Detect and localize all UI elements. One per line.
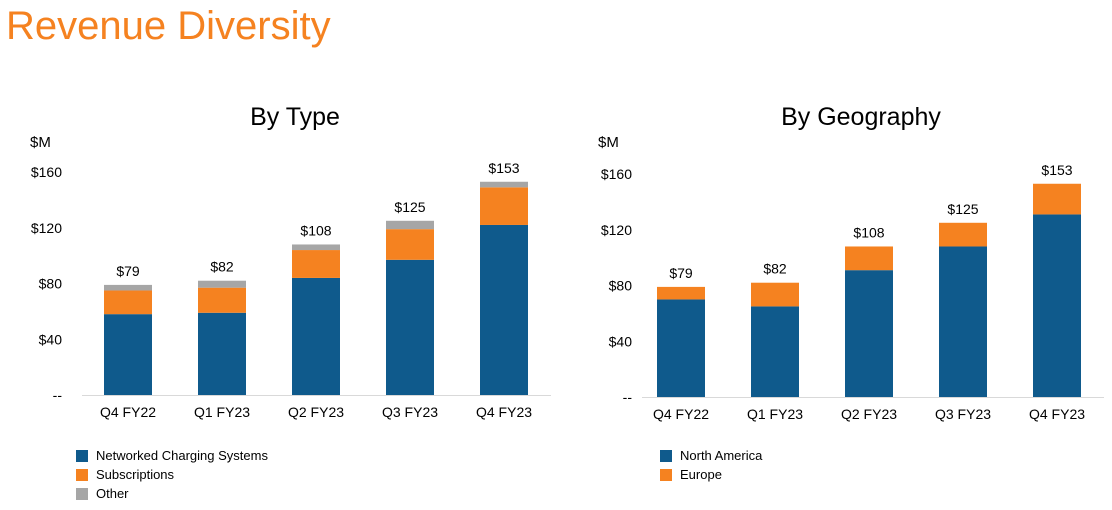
by-geography-bar-europe: [939, 222, 987, 247]
by-type-bar-networked-charging-systems: [386, 259, 434, 395]
by-geography-bar-north-america: [657, 299, 705, 397]
by-type-y-tick-label: $40: [39, 331, 63, 347]
chart-by-type-legend: Networked Charging Systems Subscriptions O…: [76, 446, 268, 503]
by-geography-y-tick-label: $80: [609, 278, 633, 294]
by-type-y-tick-label: $160: [31, 164, 62, 180]
by-geography-x-tick-label: Q3 FY23: [935, 406, 991, 422]
by-type-bar-other: [386, 220, 434, 230]
by-type-total-label: $108: [300, 222, 331, 238]
by-type-bar-subscriptions: [198, 287, 246, 313]
by-geography-bar-europe: [1033, 183, 1081, 215]
by-geography-total-label: $125: [947, 201, 978, 217]
by-geography-bar-europe: [751, 282, 799, 307]
by-type-chart-title: By Type: [250, 103, 340, 131]
by-geography-legend-swatch: [660, 468, 672, 481]
by-type-legend-label: Subscriptions: [96, 467, 175, 482]
by-geography-x-tick-label: Q4 FY23: [1029, 406, 1085, 422]
by-geography-total-label: $153: [1041, 162, 1072, 178]
by-type-bar-networked-charging-systems: [292, 277, 340, 395]
by-type-bar-networked-charging-systems: [198, 312, 246, 395]
by-type-y-tick-label: $80: [39, 276, 63, 292]
by-type-total-label: $125: [394, 199, 425, 215]
by-type-legend-swatch: [76, 449, 88, 462]
by-type-bar-other: [104, 284, 152, 291]
by-geography-legend-item-north-america: North America: [660, 446, 762, 465]
by-type-bar-other: [480, 181, 528, 188]
by-type-bar-networked-charging-systems: [104, 314, 152, 395]
by-type-legend-swatch: [76, 468, 88, 481]
by-geography-bar-europe: [657, 286, 705, 300]
chart-by-type: By Type $M -- $40 $80 $120 $160 $79 Q4 FY22 $82 Q1…: [20, 95, 560, 440]
by-geography-x-tick-label: Q2 FY23: [841, 406, 897, 422]
by-geography-legend-label: Europe: [680, 467, 722, 482]
by-geography-y-tick-label: $160: [601, 166, 632, 182]
by-type-bar-subscriptions: [292, 250, 340, 278]
by-type-x-tick-label: Q1 FY23: [194, 404, 250, 420]
by-type-bar-subscriptions: [104, 290, 152, 315]
by-geography-y-axis-label: $M: [598, 134, 619, 151]
by-type-total-label: $79: [116, 263, 140, 279]
by-type-bar-subscriptions: [480, 187, 528, 225]
by-geography-total-label: $108: [853, 224, 884, 240]
by-geography-y-tick-label: $120: [601, 222, 632, 238]
by-geography-chart-title: By Geography: [781, 103, 941, 131]
by-geography-bar-north-america: [751, 306, 799, 397]
by-geography-bar-north-america: [845, 270, 893, 397]
by-geography-x-tick-label: Q4 FY22: [653, 406, 709, 422]
by-type-legend-label: Other: [96, 486, 129, 501]
chart-by-type-svg: By Type $M -- $40 $80 $120 $160 $79 Q4 FY22 $82 Q1…: [30, 103, 551, 420]
by-type-x-tick-label: Q4 FY22: [100, 404, 156, 420]
by-type-legend-item-other: Other: [76, 484, 268, 503]
by-type-y-tick-label: --: [53, 387, 63, 403]
chart-by-geography-svg: By Geography $M -- $40 $80 $120 $160 $79 Q4 FY22…: [598, 103, 1104, 422]
by-type-legend-swatch: [76, 487, 88, 500]
by-type-y-tick-label: $120: [31, 220, 62, 236]
by-type-legend-label: Networked Charging Systems: [96, 448, 268, 463]
by-type-x-tick-label: Q3 FY23: [382, 404, 438, 420]
by-geography-bar-north-america: [939, 246, 987, 397]
by-type-y-axis-label: $M: [30, 134, 51, 151]
by-geography-legend-swatch: [660, 449, 672, 462]
by-geography-legend-item-europe: Europe: [660, 465, 762, 484]
chart-by-geography: By Geography $M -- $40 $80 $120 $160 $79 Q4 FY22…: [588, 95, 1112, 440]
by-type-total-label: $82: [210, 259, 234, 275]
by-geography-x-tick-label: Q1 FY23: [747, 406, 803, 422]
by-geography-legend-label: North America: [680, 448, 763, 463]
by-type-bar-subscriptions: [386, 229, 434, 260]
by-type-total-label: $153: [488, 160, 519, 176]
by-type-legend-item-networked-charging-systems: Networked Charging Systems: [76, 446, 268, 465]
by-geography-y-tick-label: --: [623, 389, 633, 405]
by-type-x-tick-label: Q2 FY23: [288, 404, 344, 420]
by-type-legend-item-subscriptions: Subscriptions: [76, 465, 268, 484]
by-type-bar-other: [292, 244, 340, 251]
by-geography-bar-europe: [845, 246, 893, 271]
by-geography-total-label: $82: [763, 261, 787, 277]
by-type-bar-other: [198, 280, 246, 288]
by-type-bar-networked-charging-systems: [480, 224, 528, 395]
by-geography-total-label: $79: [669, 265, 693, 281]
chart-by-geography-legend: North America Europe: [660, 446, 762, 484]
by-geography-bar-north-america: [1033, 214, 1081, 397]
by-geography-y-tick-label: $40: [609, 333, 633, 349]
page-title: Revenue Diversity: [6, 4, 331, 48]
by-type-x-tick-label: Q4 FY23: [476, 404, 532, 420]
